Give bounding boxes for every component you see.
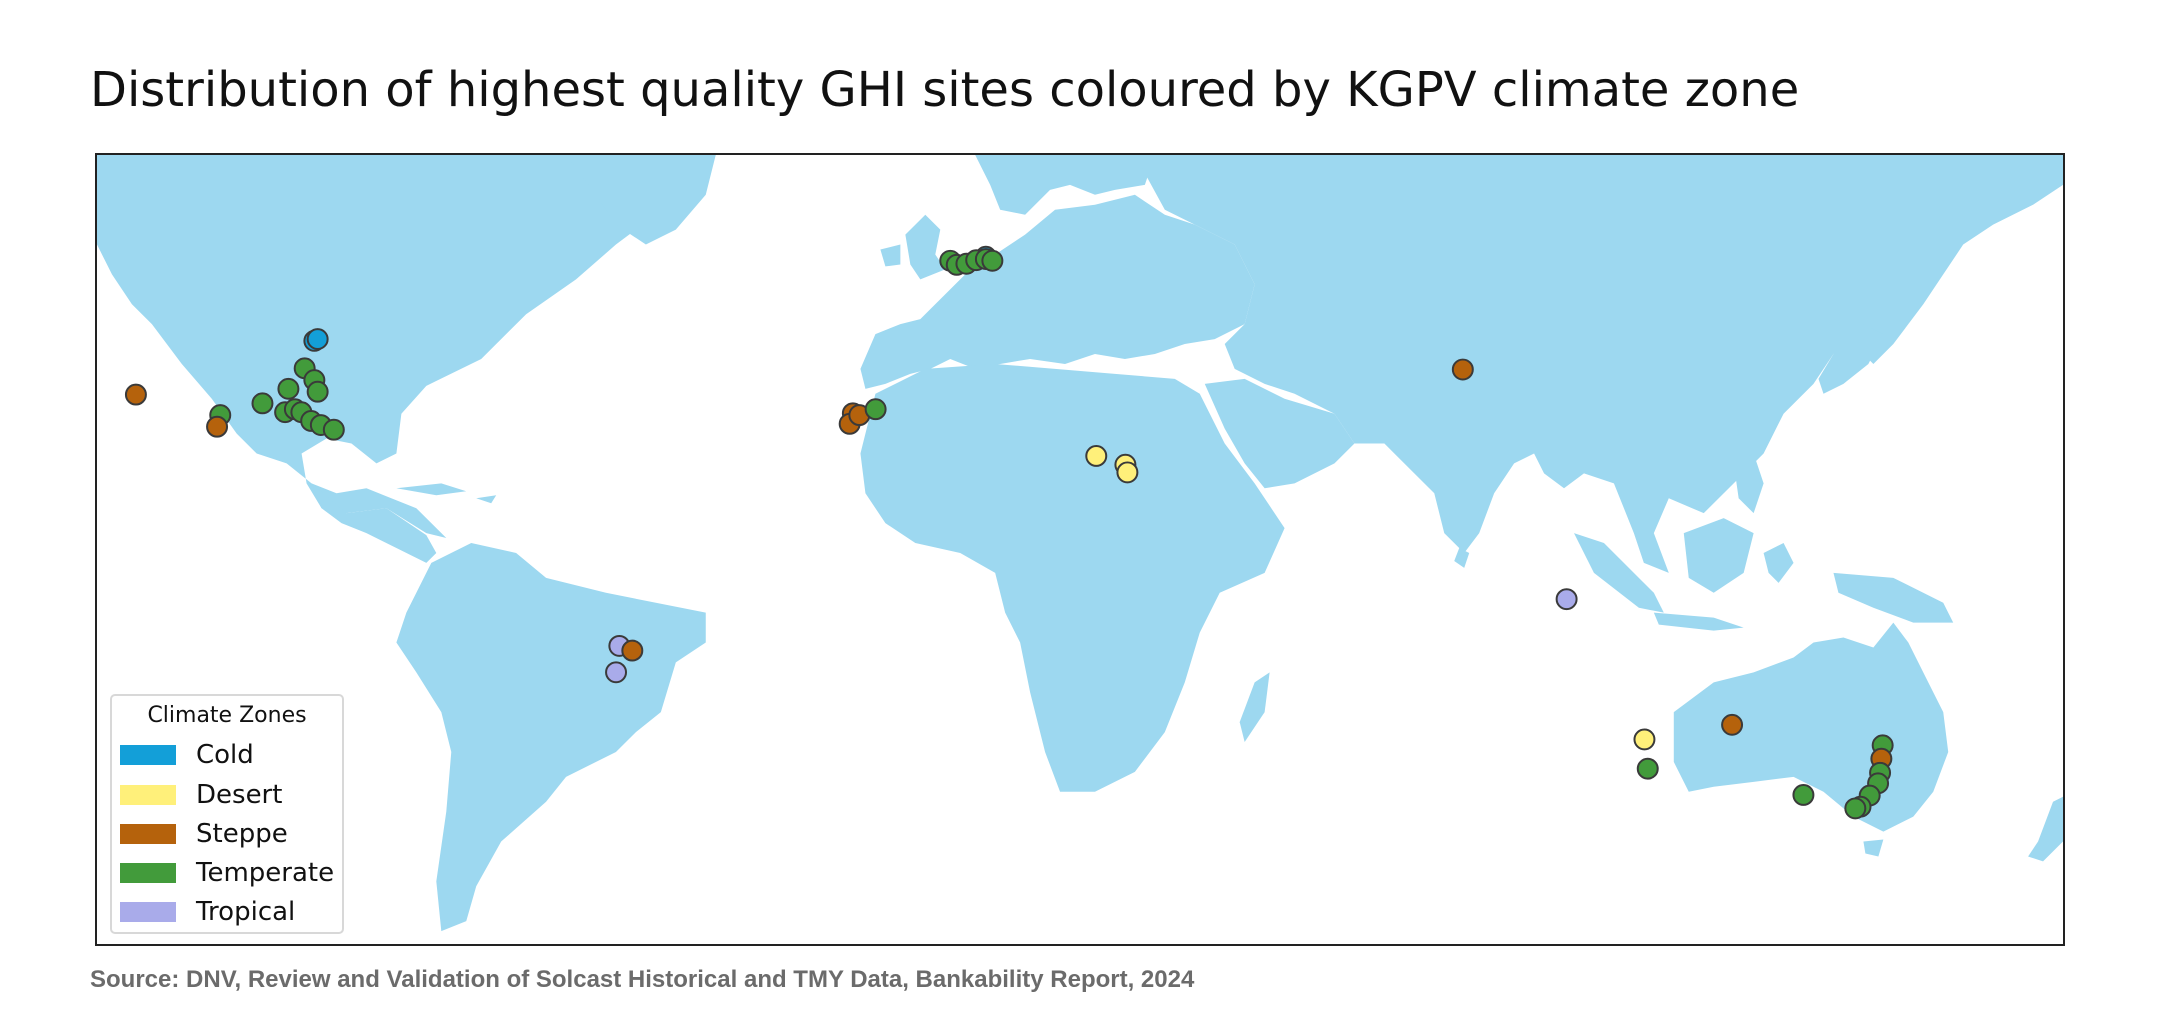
site-marker-desert	[1116, 461, 1139, 484]
land-new-zealand	[2028, 796, 2063, 862]
legend-label-desert: Desert	[196, 780, 283, 810]
land-sri-lanka	[1454, 548, 1470, 568]
site-marker-cold	[306, 328, 329, 351]
land-africa	[860, 363, 1285, 792]
land-tasmania	[1863, 839, 1884, 857]
site-marker-desert	[1085, 445, 1108, 467]
land-greenland	[566, 155, 716, 245]
site-marker-temperate	[1844, 797, 1867, 820]
legend-item-cold: Cold	[120, 738, 254, 772]
land-central-america	[311, 483, 437, 563]
site-marker-temperate	[864, 398, 887, 421]
legend-swatch-cold	[120, 745, 176, 765]
land-madagascar	[1239, 672, 1270, 743]
land-sulawesi	[1763, 543, 1794, 583]
site-marker-steppe	[1451, 358, 1474, 381]
site-marker-steppe	[124, 383, 147, 406]
land-scandinavia	[975, 155, 1155, 215]
land-java	[1653, 612, 1744, 631]
land-japan	[1818, 324, 1884, 394]
site-marker-temperate	[322, 418, 345, 441]
legend-swatch-temperate	[120, 863, 176, 883]
site-marker-steppe	[621, 639, 644, 662]
legend-item-desert: Desert	[120, 778, 282, 812]
land-philippines	[1733, 453, 1764, 514]
map-frame	[95, 153, 2065, 946]
legend: Climate Zones Cold Desert Steppe Tempera…	[110, 694, 344, 934]
legend-label-temperate: Temperate	[196, 858, 335, 888]
land-asia	[1134, 155, 2063, 573]
legend-swatch-desert	[120, 785, 176, 805]
legend-item-temperate: Temperate	[120, 856, 334, 890]
site-marker-tropical	[605, 661, 628, 684]
legend-swatch-steppe	[120, 824, 176, 844]
site-marker-temperate	[1792, 784, 1815, 806]
legend-swatch-tropical	[120, 902, 176, 922]
land-british-isles	[880, 214, 946, 280]
legend-label-tropical: Tropical	[196, 897, 296, 927]
land-new-guinea	[1833, 572, 1954, 623]
land-caribbean	[396, 483, 497, 504]
land-north-america	[97, 155, 656, 539]
site-marker-temperate	[981, 249, 1004, 272]
site-marker-desert	[1633, 728, 1656, 751]
site-marker-steppe	[206, 415, 229, 438]
land-europe	[860, 194, 1255, 389]
chart-title: Distribution of highest quality GHI site…	[90, 62, 1800, 118]
site-marker-temperate	[1636, 757, 1659, 780]
site-marker-temperate	[277, 377, 300, 400]
source-note: Source: DNV, Review and Validation of So…	[90, 966, 1195, 993]
site-marker-steppe	[1721, 713, 1744, 736]
land-masses	[97, 155, 2063, 932]
legend-label-cold: Cold	[196, 740, 254, 770]
legend-title: Climate Zones	[147, 703, 307, 728]
world-map	[97, 155, 2063, 932]
land-sumatra	[1573, 533, 1664, 613]
site-marker-tropical	[1555, 588, 1578, 611]
land-south-america	[396, 543, 706, 932]
land-arabia	[1204, 378, 1355, 489]
site-markers	[124, 245, 1894, 820]
legend-item-tropical: Tropical	[120, 895, 295, 929]
legend-item-steppe: Steppe	[120, 817, 288, 851]
land-borneo	[1683, 518, 1754, 593]
legend-label-steppe: Steppe	[196, 819, 288, 849]
site-marker-temperate	[251, 392, 274, 415]
site-marker-temperate	[306, 380, 329, 403]
